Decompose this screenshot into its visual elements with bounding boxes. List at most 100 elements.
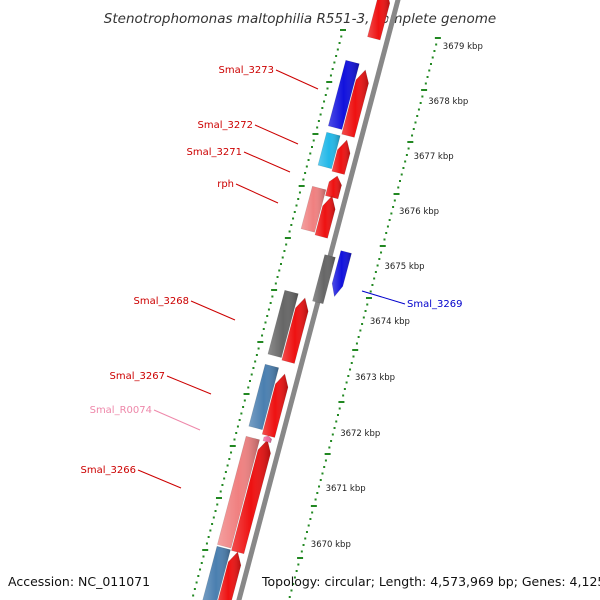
- inner-tick-dot: [288, 596, 291, 598]
- inner-tick-dot: [310, 505, 317, 507]
- outer-tick-dot: [340, 35, 343, 38]
- inner-tick-dot: [402, 167, 405, 169]
- gene-label[interactable]: Smal_3272: [198, 120, 253, 131]
- outer-tick-dot: [192, 594, 195, 597]
- inner-tick-dot: [290, 589, 293, 592]
- gene-label[interactable]: Smal_3268: [134, 296, 189, 307]
- gene-label[interactable]: Smal_3267: [110, 371, 165, 382]
- outer-tick-dot: [310, 146, 313, 148]
- outer-tick-dot: [307, 159, 310, 161]
- feature-blue-3273-shade: [328, 60, 360, 130]
- feature-fwd-3272-shade: [331, 140, 351, 175]
- feature-rev-3269-shade: [332, 250, 352, 297]
- inner-tick-dot: [435, 43, 438, 46]
- outer-tick-dot: [316, 126, 319, 129]
- gene-label[interactable]: Smal_3266: [81, 465, 136, 476]
- outer-tick-dot: [215, 497, 222, 499]
- outer-tick-dot: [264, 321, 267, 324]
- outer-tick-dot: [224, 471, 227, 473]
- inner-tick-dot: [295, 570, 298, 572]
- inner-tick-dot: [323, 466, 326, 468]
- outer-tick-dot: [298, 191, 301, 194]
- callout-line: [275, 69, 319, 90]
- outer-tick-dot: [226, 464, 229, 467]
- outer-tick-dot: [221, 484, 224, 486]
- outer-tick-dot: [305, 165, 308, 168]
- outer-tick-dot: [228, 458, 231, 460]
- outer-tick-dot: [229, 445, 236, 447]
- outer-tick-dot: [271, 289, 278, 291]
- feature-fwd-3268-shade: [281, 298, 309, 364]
- inner-tick-dot: [385, 232, 388, 234]
- gene-label[interactable]: Smal_3269: [407, 299, 462, 310]
- outer-tick-dot: [331, 68, 334, 70]
- outer-tick-dot: [321, 107, 324, 109]
- outer-tick-dot: [293, 211, 296, 213]
- gene-label[interactable]: Smal_3273: [219, 65, 274, 76]
- feature-fwd-3271-shade: [325, 176, 342, 199]
- inner-tick-dot: [366, 303, 369, 306]
- inner-tick-dot: [319, 479, 322, 481]
- outer-tick-dot: [335, 55, 338, 57]
- inner-tick-dot: [355, 342, 358, 345]
- outer-tick-dot: [202, 549, 209, 551]
- inner-tick-dot: [407, 147, 410, 150]
- inner-tick-dot: [392, 206, 395, 208]
- scale-tick-label: 3677 kbp: [414, 152, 454, 162]
- outer-tick-dot: [338, 42, 341, 44]
- outer-tick-dot: [257, 341, 264, 343]
- feature-pink-3266-shade: [217, 436, 260, 549]
- inner-tick-dot: [378, 258, 381, 260]
- outer-tick-dot: [223, 477, 226, 480]
- inner-tick-dot: [371, 284, 374, 286]
- inner-tick-dot: [421, 95, 424, 98]
- inner-tick-dot: [311, 511, 314, 514]
- outer-tick-dot: [281, 256, 284, 259]
- outer-tick-dot: [319, 113, 322, 116]
- callout-line: [243, 151, 291, 173]
- outer-tick-dot: [312, 139, 315, 142]
- outer-tick-dot: [250, 373, 253, 376]
- inner-tick-dot: [305, 531, 308, 533]
- gene-label[interactable]: rph: [217, 179, 234, 190]
- inner-tick-dot: [316, 492, 319, 494]
- outer-tick-dot: [248, 380, 251, 382]
- inner-tick-dot: [429, 63, 432, 65]
- outer-tick-dot: [195, 581, 198, 584]
- inner-tick-dot: [380, 251, 383, 254]
- gene-label[interactable]: Smal_R0074: [90, 405, 152, 416]
- outer-tick-dot: [295, 204, 298, 207]
- inner-tick-dot: [388, 219, 391, 221]
- gene-label[interactable]: Smal_3271: [187, 147, 242, 158]
- inner-tick-dot: [428, 69, 431, 72]
- inner-tick-dot: [361, 323, 364, 325]
- feature-rna-R0074-shade: [263, 436, 272, 443]
- feature-fwd-rph-shade: [315, 196, 336, 239]
- outer-tick-dot: [243, 393, 250, 395]
- scale-tick-label: 3672 kbp: [340, 429, 380, 439]
- callout-line: [235, 183, 279, 204]
- scale-tick-label: 3678 kbp: [428, 97, 468, 107]
- outer-tick-dot: [233, 438, 236, 441]
- outer-tick-dot: [278, 269, 281, 272]
- callout-line: [153, 409, 201, 431]
- inner-tick-dot: [397, 186, 400, 189]
- tick-dots-inner: [288, 37, 441, 598]
- callout-line: [137, 469, 182, 489]
- outer-tick-dot: [302, 178, 305, 181]
- inner-tick-dot: [426, 76, 429, 78]
- outer-tick-dot: [238, 419, 241, 421]
- inner-tick-dot: [365, 297, 372, 299]
- outer-tick-dot: [266, 315, 269, 317]
- inner-tick-dot: [386, 225, 389, 228]
- outer-tick-dot: [276, 276, 279, 278]
- outer-tick-dot: [326, 87, 329, 90]
- outer-tick-dot: [333, 61, 336, 64]
- outer-tick-dot: [283, 250, 286, 252]
- outer-tick-dot: [304, 172, 307, 174]
- inner-tick-dot: [333, 427, 336, 429]
- inner-tick-dot: [393, 199, 396, 202]
- inner-tick-dot: [324, 453, 331, 455]
- scale-labels: 3679 kbp 3678 kbp 3677 kbp 3676 kbp 3675 kbp…: [311, 42, 483, 550]
